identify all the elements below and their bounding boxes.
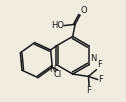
Text: F: F <box>87 86 91 95</box>
Text: F: F <box>98 75 103 84</box>
Text: N: N <box>49 65 55 74</box>
Text: N: N <box>90 54 97 63</box>
Text: O: O <box>80 6 87 15</box>
Text: Cl: Cl <box>53 70 61 79</box>
Text: F: F <box>97 60 102 69</box>
Text: HO: HO <box>51 21 64 30</box>
